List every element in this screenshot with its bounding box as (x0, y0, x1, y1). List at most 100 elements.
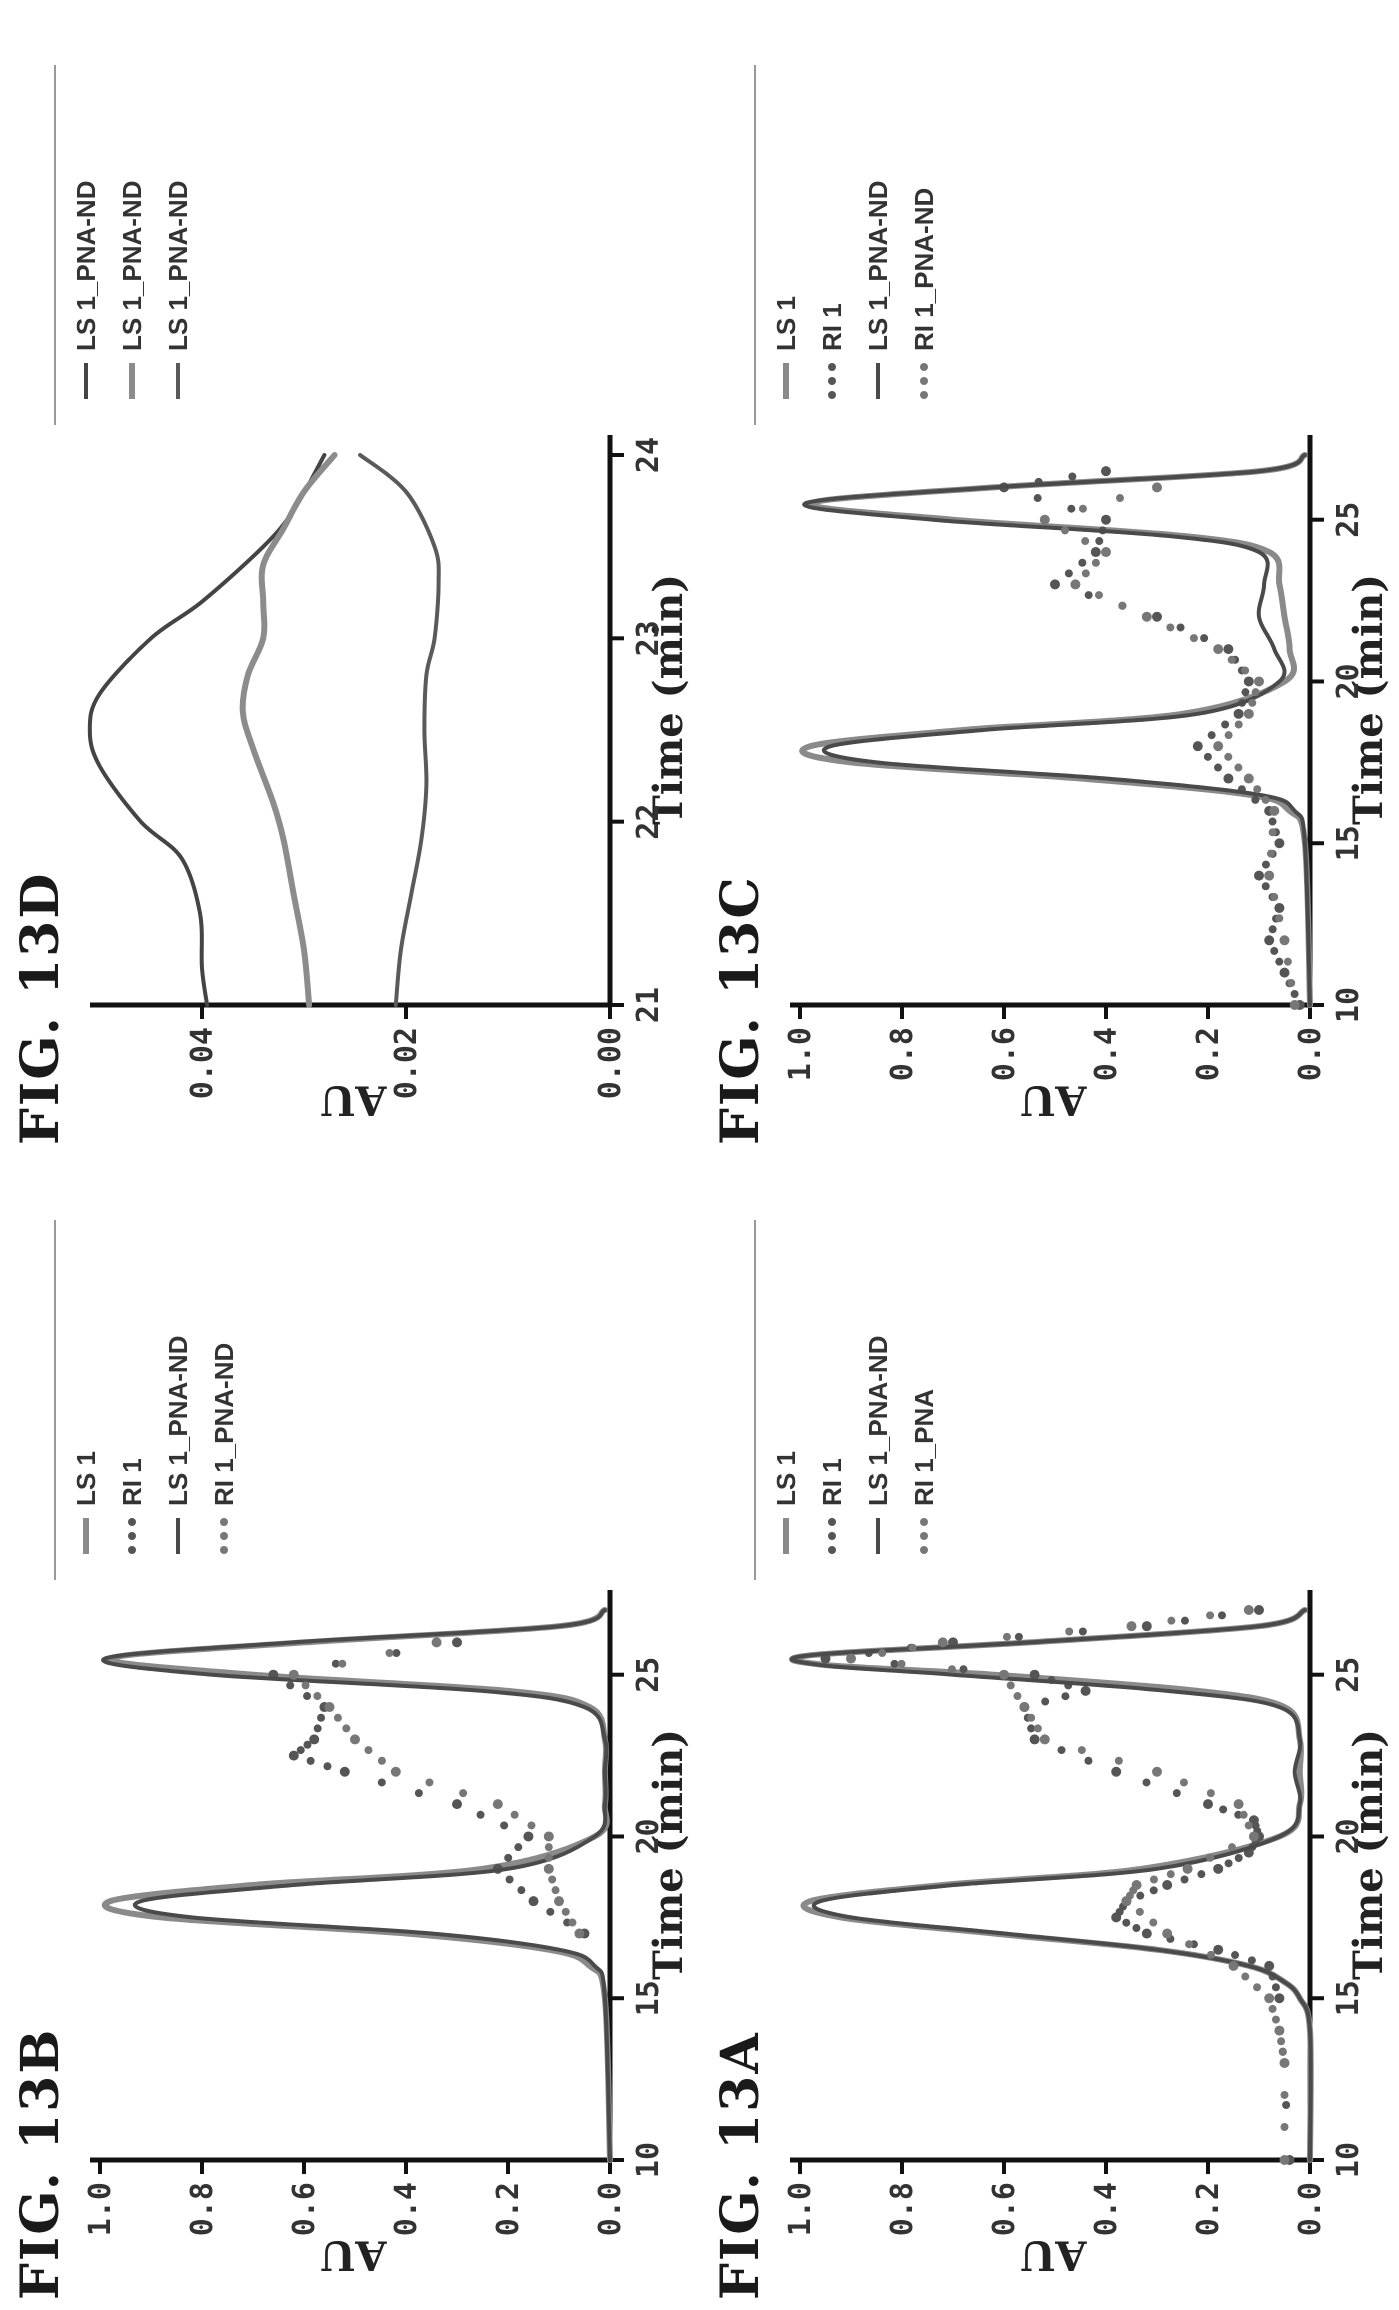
legend-entry: RI 1 (117, 1458, 147, 1554)
data-point (1078, 558, 1087, 567)
data-point (331, 1659, 340, 1668)
data-point (1081, 569, 1090, 578)
data-point (1254, 1605, 1264, 1615)
data-point (1254, 676, 1264, 687)
data-point (1228, 1843, 1237, 1852)
data-point (1029, 1669, 1040, 1680)
data-point (1268, 925, 1277, 934)
data-point (1090, 547, 1101, 558)
chart-plot: 0.0 0.2 0.4 0.6 0.8 1.0 10 15 20 25 LS 1 RI 1 LS 1_P… (754, 1220, 1366, 2236)
data-point (1078, 504, 1087, 513)
data-point (554, 1896, 564, 1907)
data-point (1280, 2123, 1289, 2131)
legend-label: LS 1_PNA-ND (863, 1336, 893, 1506)
legend-entry: RI 1 (817, 303, 847, 399)
legend-entry: LS 1_PNA-ND (863, 181, 893, 399)
data-point (1224, 731, 1233, 740)
data-point (1224, 1859, 1233, 1868)
data-point (937, 1637, 948, 1648)
data-point (1166, 1870, 1175, 1879)
legend-label: RI 1_PNA (909, 1389, 939, 1506)
data-point (1206, 1611, 1215, 1620)
data-point (303, 1740, 312, 1749)
data-point (546, 1907, 555, 1916)
data-point (1243, 708, 1254, 719)
data-point (1002, 1632, 1011, 1641)
data-point (1115, 494, 1124, 503)
data-point (1101, 466, 1111, 477)
data-point (1233, 1799, 1244, 1810)
data-point (1050, 579, 1060, 590)
data-point (1213, 1863, 1224, 1874)
data-point (1271, 1983, 1280, 1992)
legend-label: RI 1 (117, 1458, 147, 1506)
data-point (1101, 514, 1111, 525)
legend-swatch (128, 1546, 136, 1554)
series-0 (799, 452, 1313, 1008)
data-point (1084, 1756, 1093, 1765)
data-point (1274, 838, 1285, 849)
legend-label: LS 1_PNA-ND (163, 1336, 193, 1506)
data-point (1268, 828, 1277, 837)
data-point (1270, 892, 1279, 901)
data-point (1067, 504, 1076, 513)
data-point (1248, 1831, 1259, 1842)
x-tick-label: 15 (1331, 1980, 1366, 2016)
series-line (101, 1607, 613, 2163)
data-point (1264, 1993, 1275, 2004)
data-point (1274, 2025, 1285, 2036)
data-point (1080, 1685, 1091, 1696)
data-point (1162, 1928, 1173, 1939)
data-point (309, 1734, 320, 1745)
y-tick-label: 0.4 (389, 2182, 424, 2236)
data-point (1064, 569, 1073, 578)
data-point (1172, 1789, 1181, 1798)
data-point (1180, 1875, 1189, 1884)
series-2 (358, 453, 441, 1007)
data-point (1027, 1724, 1036, 1733)
data-point (1176, 623, 1185, 632)
data-point (452, 1637, 462, 1648)
data-point (1282, 2101, 1291, 2109)
panel-fig-13b: FIG. 13B AU Time (min) 0.0 0.2 0.4 0.6 0.8 1.0 10… (0, 1155, 700, 2310)
y-tick-label: 0.02 (389, 1027, 424, 1099)
data-point (377, 1778, 386, 1787)
data-point (1234, 763, 1243, 772)
data-point (523, 1831, 534, 1842)
legend-swatch (220, 1532, 228, 1540)
data-point (1152, 482, 1162, 493)
data-point (1248, 698, 1257, 707)
series-line (239, 452, 338, 1008)
y-tick-label: 0.04 (185, 1027, 220, 1099)
data-point (1135, 1907, 1144, 1916)
x-tick-label: 21 (631, 987, 666, 1023)
data-point (504, 1853, 513, 1862)
data-point (1279, 2057, 1290, 2068)
data-point (1060, 526, 1069, 535)
legend-swatch (920, 1518, 928, 1526)
data-point (1142, 1778, 1151, 1787)
data-point (878, 1649, 887, 1658)
legend-entry: RI 1_PNA-ND (909, 188, 939, 399)
legend-swatch (920, 1546, 928, 1554)
legend-swatch (828, 1532, 836, 1540)
panel-fig-13c: FIG. 13C AU Time (min) 0.0 0.2 0.4 0.6 0.8 1.0 10… (700, 0, 1399, 1155)
legend-swatch (128, 1518, 136, 1526)
data-point (1039, 514, 1050, 525)
data-point (301, 1681, 310, 1690)
data-point (568, 1918, 577, 1927)
data-point (1253, 1983, 1262, 1992)
legend-entry: LS 1_PNA-ND (163, 1336, 193, 1554)
data-point (505, 1875, 514, 1884)
data-point (1065, 1627, 1074, 1636)
legend-swatch (920, 1532, 928, 1540)
data-point (1070, 579, 1081, 590)
data-point (1241, 666, 1250, 675)
data-point (1006, 1681, 1015, 1690)
y-tick-label: 0.2 (491, 2182, 526, 2236)
legend-swatch (828, 1546, 836, 1554)
legend-label: LS 1 (771, 1451, 801, 1506)
data-point (1029, 1734, 1040, 1745)
panel-fig-13a: FIG. 13A AU Time (min) 0.0 0.2 0.4 0.6 0.8 1.0 10… (700, 1155, 1399, 2310)
x-tick-label: 25 (1331, 1657, 1366, 1693)
